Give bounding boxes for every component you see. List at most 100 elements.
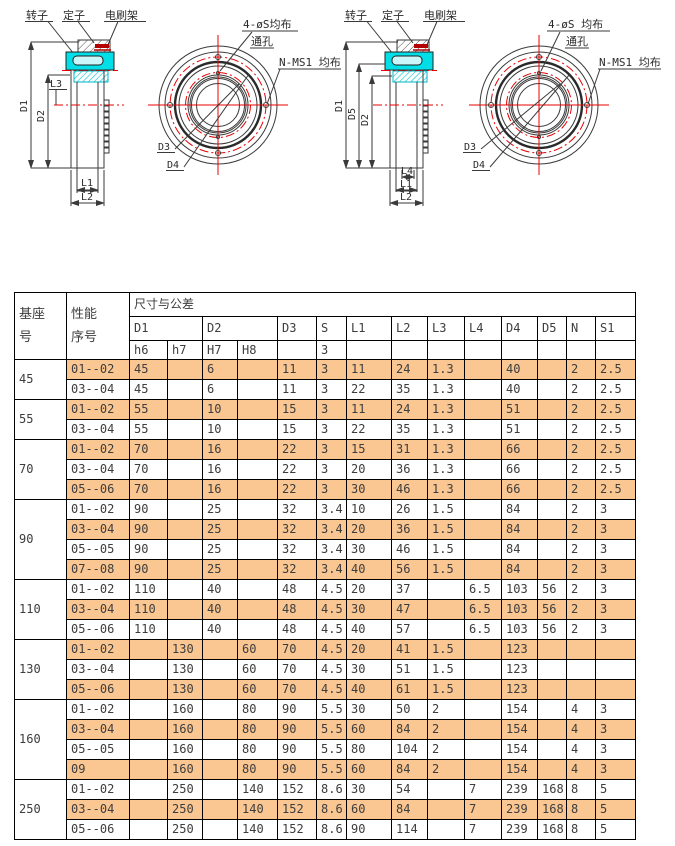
technical-drawings: 转子 定子 电刷架 D1 — [19, 8, 661, 206]
table-row: 03--04 160 80 90 5.5 60 84 2 154 4 3 — [15, 719, 637, 740]
value-cell — [537, 559, 567, 580]
table-row: 09 160 80 90 5.5 60 84 2 154 4 3 — [15, 759, 637, 780]
value-cell: 2 — [566, 459, 596, 480]
value-cell — [464, 739, 502, 760]
value-cell: 250 — [167, 819, 203, 840]
value-cell: 2.5 — [594, 379, 637, 400]
value-cell: 51 — [501, 419, 538, 440]
table-row: 250 01--02 250 140 152 8.6 30 54 7 239 168 8 5 — [14, 779, 637, 840]
dim-l1: L1 — [81, 178, 93, 189]
table-row: 90 01--02 90 25 32 3.4 10 26 1.5 84 2 3 — [14, 499, 637, 580]
value-cell: 32 — [277, 559, 317, 580]
base-number-cell: 90 — [14, 499, 67, 580]
value-cell: 36 — [391, 519, 428, 540]
value-cell: 3 — [594, 619, 637, 640]
value-cell — [237, 399, 278, 420]
value-cell — [594, 659, 637, 680]
value-cell — [202, 679, 238, 700]
value-cell: 3 — [316, 419, 347, 440]
value-cell: 8.6 — [316, 799, 347, 820]
header-base-number: 基座 号 — [14, 292, 67, 360]
value-cell — [129, 699, 168, 720]
value-cell — [237, 379, 278, 400]
value-cell — [202, 719, 238, 740]
dim-d3: D3 — [464, 142, 476, 153]
value-cell: 168 — [537, 799, 567, 820]
value-cell: 2 — [566, 559, 596, 580]
value-cell: 84 — [391, 799, 428, 820]
value-cell: 1.5 — [427, 499, 465, 520]
terminal-strip — [422, 99, 429, 154]
value-cell: 4.5 — [316, 599, 347, 620]
dim-d2: D2 — [36, 110, 47, 122]
value-cell: 2 — [566, 599, 596, 620]
performance-serial-cell: 05--06 — [66, 479, 130, 500]
value-cell: 30 — [346, 479, 392, 500]
value-cell: 55 — [129, 399, 168, 420]
value-cell — [537, 459, 567, 480]
table-row: 03--04 90 25 32 3.4 20 36 1.5 84 2 3 — [15, 519, 637, 540]
value-cell: 57 — [391, 619, 428, 640]
value-cell: 4 — [566, 719, 596, 740]
value-cell: 250 — [167, 799, 203, 820]
terminal-label: N-MS1 均布 — [599, 56, 661, 69]
value-cell: 7 — [464, 819, 502, 840]
value-cell: 2 — [566, 439, 596, 460]
value-cell: 11 — [277, 359, 317, 380]
value-cell: 84 — [501, 559, 538, 580]
performance-serial-cell: 01--02 — [66, 699, 130, 720]
col-header-S1: S1 — [594, 316, 637, 341]
value-cell — [427, 779, 465, 800]
value-cell: 110 — [129, 599, 168, 620]
value-cell: 8.6 — [316, 779, 347, 800]
value-cell: 70 — [277, 639, 317, 660]
value-cell: 30 — [346, 659, 392, 680]
value-cell: 47 — [391, 599, 428, 620]
performance-serial-cell: 05--06 — [66, 619, 130, 640]
col-header-S: S — [316, 316, 347, 341]
table-row: 03--04 130 60 70 4.5 30 51 1.5 123 — [15, 659, 637, 680]
value-cell — [537, 719, 567, 740]
value-cell: 123 — [501, 639, 538, 660]
value-cell: 154 — [501, 699, 538, 720]
holes-label-line1: 4-øS 均布 — [548, 18, 603, 31]
value-cell: 16 — [202, 479, 238, 500]
value-cell: 90 — [129, 559, 168, 580]
value-cell — [237, 619, 278, 640]
dim-l1: L1 — [400, 179, 412, 190]
terminal-strip — [103, 99, 110, 154]
value-cell — [464, 459, 502, 480]
table-row: 05--06 130 60 70 4.5 40 61 1.5 123 — [15, 679, 637, 700]
base-number-cell: 110 — [14, 579, 67, 640]
performance-serial-cell: 03--04 — [66, 419, 130, 440]
value-cell — [537, 379, 567, 400]
sub-header-l4 — [464, 340, 502, 360]
value-cell: 40 — [202, 599, 238, 620]
value-cell: 45 — [129, 359, 168, 380]
value-cell: 60 — [346, 719, 392, 740]
value-cell: 140 — [237, 819, 278, 840]
value-cell: 2.5 — [594, 479, 637, 500]
value-cell — [464, 559, 502, 580]
performance-serial-cell: 05--05 — [66, 539, 130, 560]
value-cell: 4.5 — [316, 659, 347, 680]
stator-label: 定子 — [382, 8, 404, 22]
value-cell — [202, 819, 238, 840]
performance-serial-cell: 01--02 — [66, 359, 130, 380]
value-cell: 22 — [277, 479, 317, 500]
value-cell — [167, 479, 203, 500]
side-view-drawing-2: 转子 定子 电刷架 D1 — [334, 8, 465, 206]
sub-header-s1 — [594, 340, 637, 360]
col-header-L2: L2 — [391, 316, 428, 341]
value-cell: 16 — [202, 459, 238, 480]
dim-d4: D4 — [167, 160, 179, 171]
value-cell: 103 — [501, 579, 538, 600]
value-cell: 7 — [464, 779, 502, 800]
value-cell: 104 — [391, 739, 428, 760]
side-view-drawing-1: 转子 定子 电刷架 D1 — [19, 8, 146, 206]
value-cell: 40 — [346, 559, 392, 580]
value-cell — [167, 399, 203, 420]
table-row: 45 01--02 45 6 11 3 11 24 1.3 40 2 2.5 — [14, 359, 637, 400]
col-header-D4: D4 — [501, 316, 538, 341]
bolt-holes — [488, 54, 590, 156]
